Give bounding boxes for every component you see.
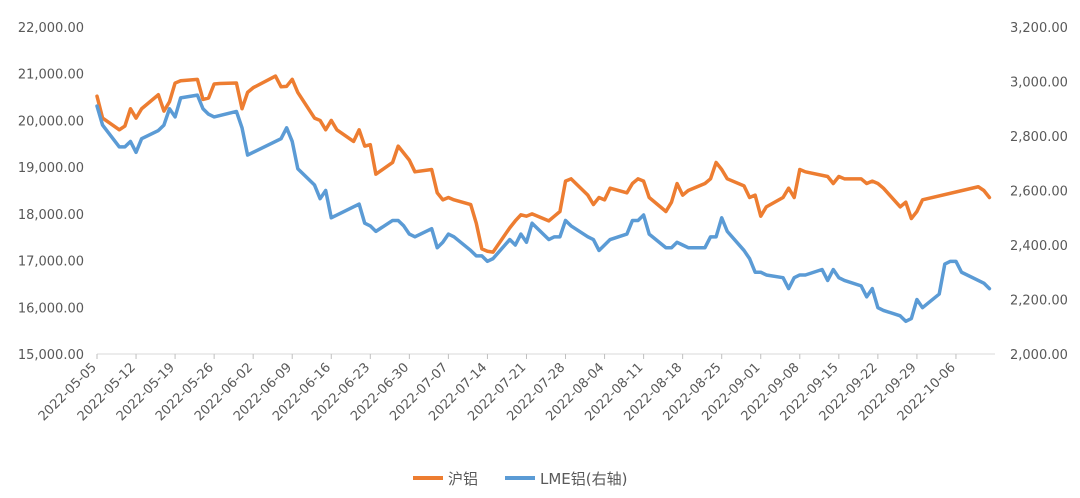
x-axis: 2022-05-052022-05-122022-05-192022-05-26…: [36, 353, 995, 424]
right-y-tick-label: 2,000.00: [1010, 348, 1068, 363]
left-y-axis: 15,000.00 16,000.00 17,000.00 18,000.00 19,0…: [18, 21, 84, 363]
right-y-tick-label: 3,000.00: [1010, 76, 1068, 91]
legend: 沪铝 LME铝(右轴): [413, 470, 627, 488]
left-y-tick-label: 17,000.00: [18, 255, 84, 270]
right-y-tick-label: 2,600.00: [1010, 185, 1068, 200]
right-y-axis: 2,000.00 2,200.00 2,400.00 2,600.00 2,800.00…: [1010, 21, 1068, 363]
right-y-tick-label: 2,800.00: [1010, 130, 1068, 145]
left-y-tick-label: 16,000.00: [18, 301, 84, 316]
series-line-lme: [95, 93, 992, 324]
right-y-tick-label: 3,200.00: [1010, 21, 1068, 36]
left-y-tick-label: 15,000.00: [18, 348, 84, 363]
series-line-hulv: [95, 74, 992, 254]
left-y-tick-label: 19,000.00: [18, 161, 84, 176]
right-y-tick-label: 2,200.00: [1010, 294, 1068, 309]
legend-label-lme: LME铝(右轴): [540, 470, 627, 488]
right-y-tick-label: 2,400.00: [1010, 239, 1068, 254]
left-y-tick-label: 18,000.00: [18, 208, 84, 223]
left-y-tick-label: 22,000.00: [18, 21, 84, 36]
series-layer: [95, 74, 992, 324]
left-y-tick-label: 21,000.00: [18, 68, 84, 83]
legend-label-hulv: 沪铝: [448, 470, 478, 488]
left-y-tick-label: 20,000.00: [18, 114, 84, 129]
